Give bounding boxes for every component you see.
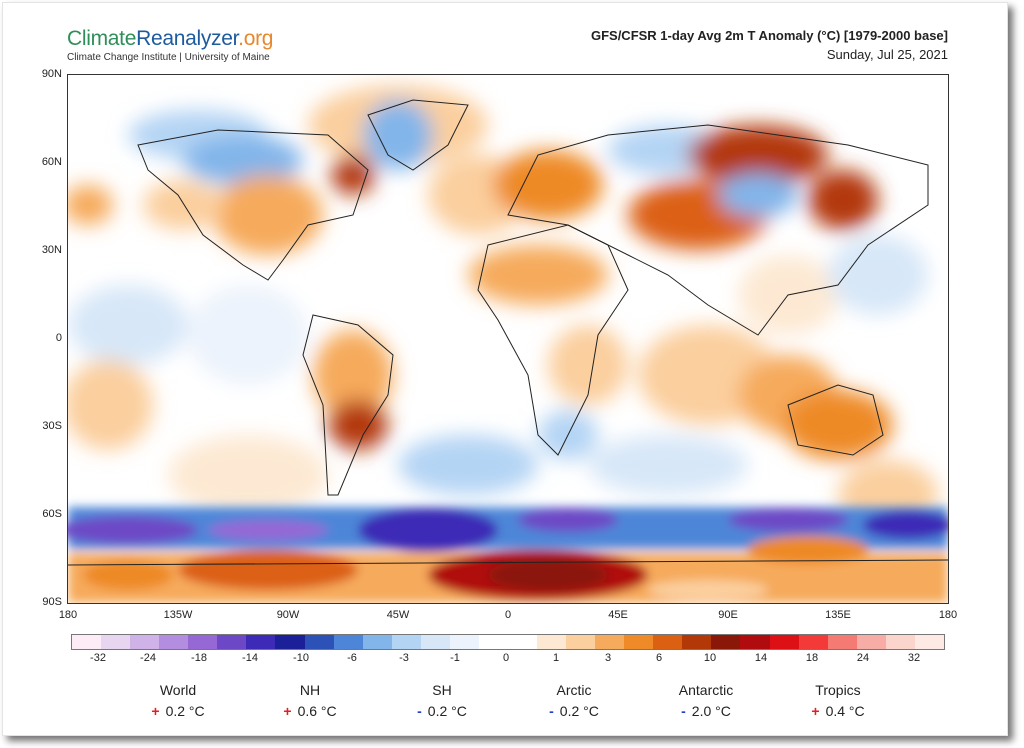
logo-subtitle: Climate Change Institute | University of… [67, 52, 270, 63]
stat-sign: - [549, 703, 554, 719]
logo-part-org: .org [238, 27, 274, 50]
colorbar-swatch [391, 635, 421, 649]
colorbar-label: -10 [293, 652, 309, 664]
lon-tick-0: 0 [504, 609, 512, 621]
colorbar-swatch [304, 635, 334, 649]
colorbar-swatch [827, 635, 857, 649]
colorbar-swatch [101, 635, 131, 649]
logo-part-climate: Climate [67, 27, 137, 50]
colorbar-label: -6 [347, 652, 357, 664]
colorbar-label: -1 [450, 652, 460, 664]
lon-tick-90e: 90E [718, 609, 738, 621]
colorbar-swatch [420, 635, 450, 649]
lat-tick-90s: 90S [42, 596, 62, 608]
lat-tick-60s: 60S [42, 508, 62, 520]
colorbar-label: 32 [907, 652, 921, 664]
colorbar-label: 3 [604, 652, 612, 664]
colorbar-swatch [798, 635, 828, 649]
colorbar-swatch [537, 635, 567, 649]
lon-tick-180e: 180 [938, 609, 958, 621]
colorbar-swatch [188, 635, 218, 649]
map-date: Sunday, Jul 25, 2021 [826, 47, 948, 62]
colorbar-swatch [566, 635, 596, 649]
lon-tick-180w: 180 [58, 609, 78, 621]
lat-tick-30s: 30S [42, 420, 62, 432]
map-title: GFS/CFSR 1-day Avg 2m T Anomaly (°C) [19… [590, 28, 948, 43]
colorbar-swatch [449, 635, 479, 649]
colorbar-swatch [72, 635, 102, 649]
colorbar-label: -32 [90, 652, 106, 664]
anomaly-map [67, 74, 949, 604]
stat-value: 0.2 °C [559, 703, 599, 719]
stat-world: World +0.2 °C [118, 682, 238, 719]
stat-sign: + [283, 703, 292, 719]
colorbar-swatch [624, 635, 654, 649]
colorbar-swatch [478, 635, 508, 649]
colorbar-swatch [769, 635, 799, 649]
colorbar [71, 634, 945, 650]
colorbar-label: 18 [805, 652, 819, 664]
colorbar-label: 1 [552, 652, 560, 664]
lon-tick-135e: 135E [825, 609, 851, 621]
stat-label: World [159, 682, 197, 698]
stat-arctic: Arctic -0.2 °C [514, 682, 634, 719]
colorbar-swatch [246, 635, 276, 649]
stat-value: 2.0 °C [691, 703, 731, 719]
stat-value: 0.4 °C [825, 703, 865, 719]
stat-nh: NH +0.6 °C [250, 682, 370, 719]
lat-tick-0: 0 [55, 332, 62, 344]
colorbar-swatch [507, 635, 537, 649]
stat-sign: - [681, 703, 686, 719]
stat-value: 0.2 °C [165, 703, 205, 719]
anomaly-map-svg [68, 75, 948, 603]
stat-sign: + [811, 703, 820, 719]
stat-label: NH [299, 682, 321, 698]
stat-sh: SH -0.2 °C [382, 682, 502, 719]
stat-label: Arctic [556, 682, 592, 698]
stat-sign: + [151, 703, 160, 719]
climate-reanalyzer-logo[interactable]: ClimateReanalyzer.org [67, 27, 273, 51]
colorbar-swatch [595, 635, 625, 649]
colorbar-label: -3 [399, 652, 409, 664]
colorbar-swatch [885, 635, 915, 649]
stat-value: 0.6 °C [297, 703, 337, 719]
colorbar-swatch [159, 635, 189, 649]
colorbar-swatch [914, 635, 944, 649]
colorbar-swatch [362, 635, 392, 649]
colorbar-swatch [682, 635, 712, 649]
stat-label: Tropics [815, 682, 861, 698]
colorbar-label: 14 [754, 652, 768, 664]
stat-tropics: Tropics +0.4 °C [778, 682, 898, 719]
colorbar-swatch [217, 635, 247, 649]
stat-label: SH [432, 682, 452, 698]
colorbar-label: -18 [191, 652, 207, 664]
colorbar-label: 0 [502, 652, 510, 664]
colorbar-label: -24 [140, 652, 156, 664]
colorbar-swatch [333, 635, 363, 649]
colorbar-label: 10 [703, 652, 717, 664]
colorbar-swatch [740, 635, 770, 649]
stat-label: Antarctic [678, 682, 734, 698]
colorbar-label: 6 [655, 652, 663, 664]
lat-tick-30n: 30N [41, 244, 62, 256]
lat-tick-60n: 60N [41, 156, 62, 168]
colorbar-swatch [275, 635, 305, 649]
logo-part-reanalyzer: Reanalyzer [136, 27, 239, 50]
lon-tick-90w: 90W [276, 609, 300, 621]
colorbar-swatch [130, 635, 160, 649]
colorbar-swatch [711, 635, 741, 649]
lon-tick-135w: 135W [163, 609, 193, 621]
stat-value: 0.2 °C [427, 703, 467, 719]
colorbar-label: 24 [856, 652, 870, 664]
colorbar-swatch [856, 635, 886, 649]
lon-tick-45e: 45E [608, 609, 628, 621]
colorbar-label: -14 [242, 652, 258, 664]
lat-tick-90n: 90N [41, 68, 62, 80]
stat-antarctic: Antarctic -2.0 °C [646, 682, 766, 719]
stat-sign: - [417, 703, 422, 719]
lon-tick-45w: 45W [386, 609, 410, 621]
colorbar-swatch [653, 635, 683, 649]
